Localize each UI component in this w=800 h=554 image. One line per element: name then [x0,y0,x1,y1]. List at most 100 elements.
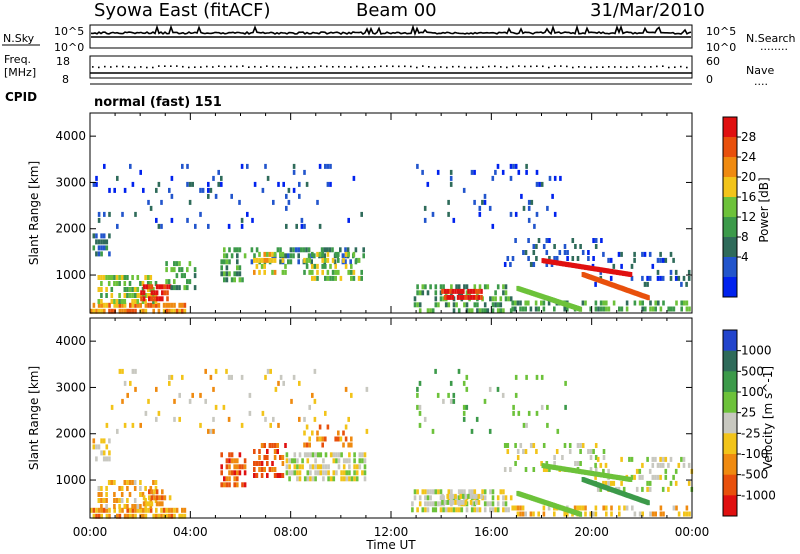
heatmap-cell [545,461,549,466]
heatmap-cell [450,489,453,495]
heatmap-cell [155,296,159,302]
heatmap-cell [426,507,430,513]
heatmap-cell [426,181,430,187]
heatmap-cell [504,501,508,507]
heatmap-cell [103,302,106,308]
heatmap-cell [638,474,642,480]
heatmap-cell [136,293,140,298]
heatmap-cell [491,296,495,302]
heatmap-cell [220,482,223,488]
heatmap-cell [677,462,681,468]
heatmap-cell [546,422,549,428]
heatmap-cell [225,476,229,482]
heatmap-cell [105,302,109,308]
heatmap-cell [489,489,492,495]
heatmap-cell [269,368,272,374]
heatmap-cell [649,300,652,306]
heatmap-cell [465,284,469,290]
heatmap-cell [95,513,98,519]
heatmap-cell [131,504,134,509]
heatmap-cell [416,392,419,398]
heatmap-cell [313,416,317,422]
heatmap-cell [348,476,351,482]
heatmap-cell [253,253,256,259]
heatmap-cell [105,513,109,519]
heatmap-cell [110,308,114,314]
heatmap-cell [228,271,231,277]
heatmap-cell [483,302,487,308]
heatmap-cell [181,302,184,308]
heatmap-cell [331,269,335,275]
heatmap-cell [225,464,229,470]
heatmap-cell [581,443,585,448]
heatmap-cell [641,275,644,281]
heatmap-cell [90,308,93,314]
heatmap-cell [354,247,358,253]
heatmap-cell [199,211,202,217]
heatmap-cell [281,251,285,257]
heatmap-cell [108,438,111,444]
heatmap-cell [297,259,300,265]
heatmap-cell [266,368,270,374]
heatmap-cell [139,492,142,497]
heatmap-cell [290,398,293,404]
heatmap-cell [273,257,277,263]
heatmap-cell [481,489,484,495]
heatmap-cell [352,269,356,275]
heatmap-cell [355,476,359,482]
heatmap-cell [411,507,414,513]
heatmap-cell [240,422,244,428]
heatmap-cell [258,455,261,460]
heatmap-cell [272,199,275,205]
heatmap-cell [514,505,517,511]
heatmap-cell [279,247,282,253]
heatmap-cell [350,442,353,448]
heatmap-cell [201,187,205,193]
heatmap-cell [165,308,168,314]
heatmap-cell [533,223,536,229]
heatmap-cell [447,211,450,217]
heatmap-cell [478,211,482,217]
heatmap-cell [126,287,129,292]
heatmap-cell [238,265,242,271]
heatmap-cell [326,251,330,257]
heatmap-cell [161,489,164,495]
heatmap-cell [332,458,336,464]
heatmap-cell [175,308,179,314]
heatmap-cell [511,300,514,306]
heatmap-cell [607,468,610,474]
heatmap-cell [677,511,681,517]
heatmap-cell [559,175,562,181]
heatmap-cell [605,300,608,306]
heatmap-cell [439,296,443,302]
heatmap-cell [144,308,148,314]
heatmap-cell [217,181,220,187]
heatmap-cell [607,306,611,312]
heatmap-cell [465,507,469,513]
heatmap-cell [444,302,448,308]
colorbar-segment [723,454,737,476]
heatmap-cell [538,181,541,187]
heatmap-cell [452,308,456,314]
heatmap-cell [457,284,461,290]
chart-title: Syowa East (fitACF) [94,0,270,21]
heatmap-cell [102,245,106,251]
heatmap-cell [464,294,468,300]
heatmap-cell [347,217,350,223]
heatmap-cell [443,499,447,505]
heatmap-cell [537,511,540,517]
heatmap-cell [478,507,482,513]
heatmap-cell [431,211,435,217]
heatmap-cell [452,398,456,404]
heatmap-cell [220,175,223,181]
heatmap-cell [357,275,361,281]
heatmap-cell [228,247,231,253]
heatmap-cell [447,392,450,398]
x-tick-label: 08:00 [273,525,308,539]
freq-panel: Freq. [MHz] 18 8 60 0 Nave .... [4,53,774,88]
heatmap-cell [524,467,528,472]
heatmap-cell [659,474,662,480]
heatmap-cell [452,302,456,308]
heatmap-cell [121,368,124,374]
heatmap-cell [298,416,301,422]
